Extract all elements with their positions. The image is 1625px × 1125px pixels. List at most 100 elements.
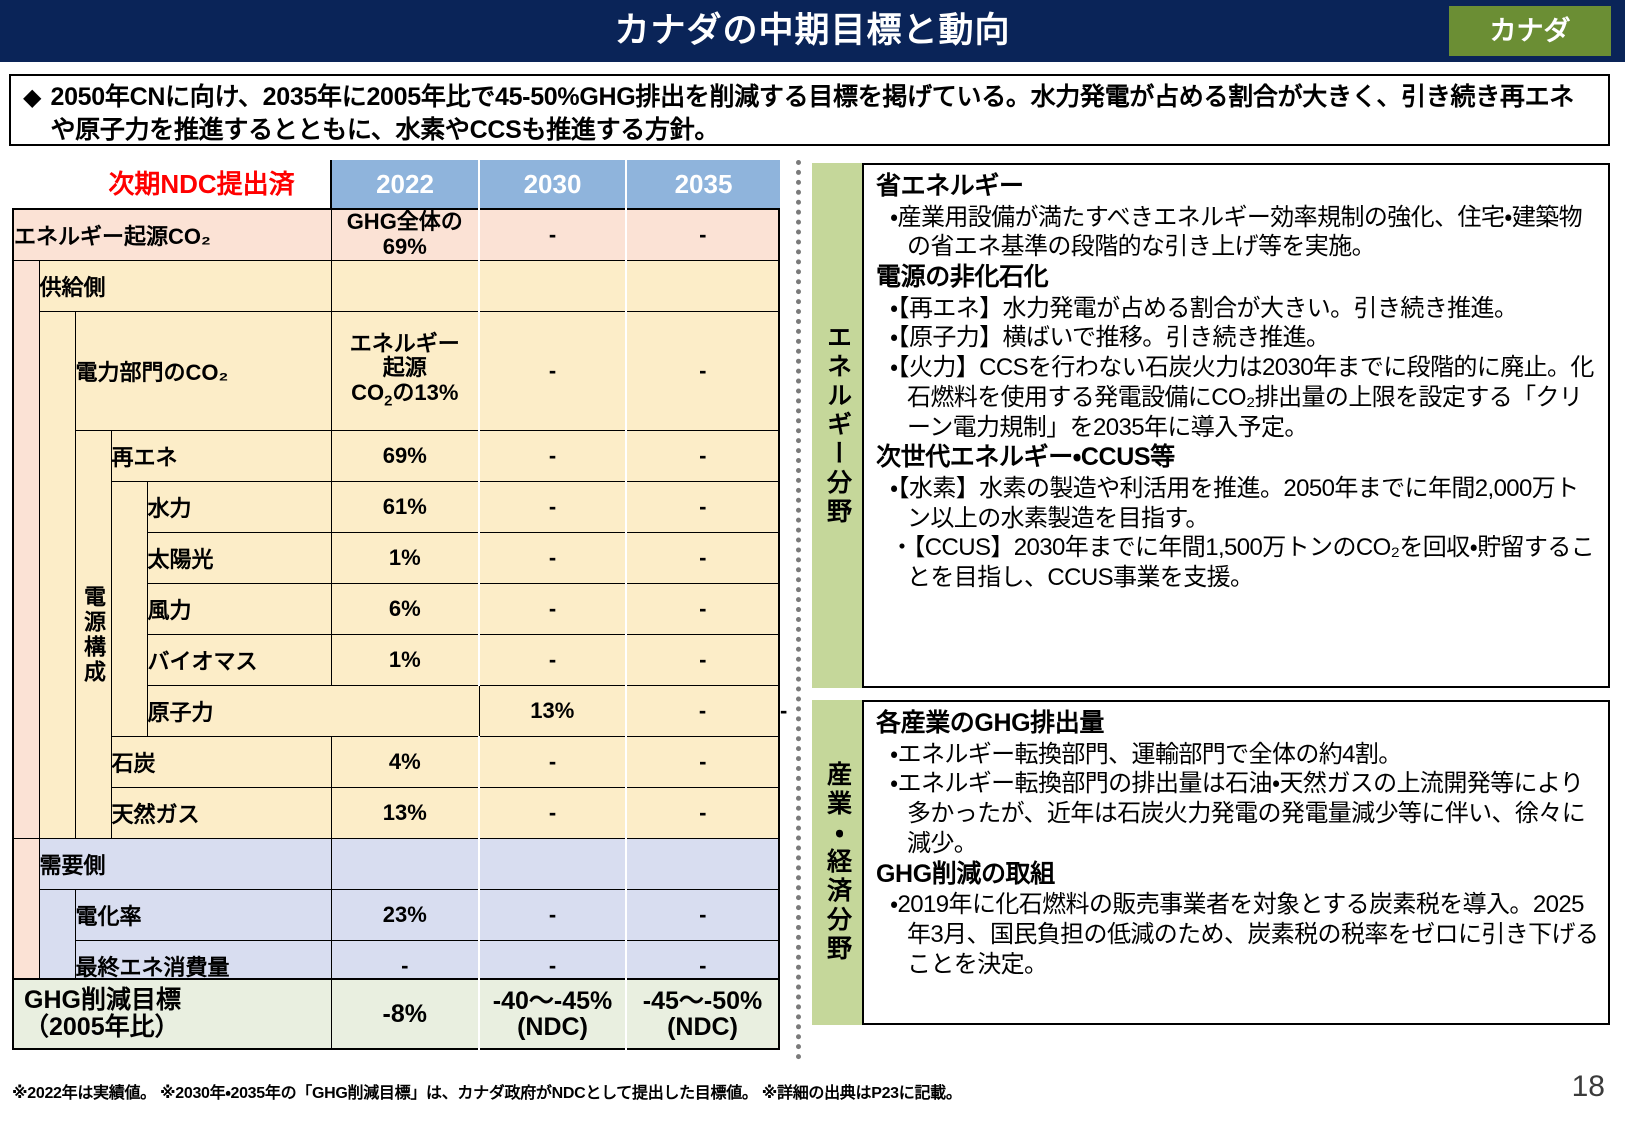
page-number: 18 <box>1571 1070 1605 1103</box>
table-row: 電力部門のCO₂ エネルギー 起源 CO2の13% - - <box>13 311 780 839</box>
indent-spacer <box>12 260 40 839</box>
table-row: 電源構成 再エネ 69% - - <box>13 430 780 839</box>
bullet-item: ・【水素】水素の製造や利活用を推進。2050年までに年間2,000万トン以上の水… <box>890 474 1579 532</box>
row-label-nuclear: 原子力 <box>146 685 480 737</box>
cell-2022: 6% <box>330 583 480 635</box>
panel-body-industry: 各産業のGHG排出量 ・エネルギー転換部門、運輸部門で全体の約4割。 ・エネルギ… <box>862 700 1610 1025</box>
vertical-group-label: 電源構成 <box>81 584 106 685</box>
indent-spacer <box>38 311 76 839</box>
ghg-target-label: GHG削減目標 （2005年比） <box>12 978 332 1050</box>
indent-spacer <box>38 889 76 993</box>
panel-tab-label: エネルギー分野 <box>823 324 852 527</box>
indent-spacer <box>12 838 40 993</box>
cell-2022: 69% <box>330 430 480 482</box>
column-header-2022: 2022 <box>330 160 478 208</box>
panel-tab-energy: エネルギー分野 <box>812 163 862 688</box>
ghg-cell-2022: -8% <box>330 978 480 1050</box>
row-label-coal: 石炭 <box>110 736 332 788</box>
cell-2035: - <box>625 736 780 788</box>
ghg-target-label-line2: （2005年比） <box>24 1013 180 1041</box>
row-label-energy-co2: エネルギー起源CO₂ <box>12 208 332 261</box>
cell-2035 <box>625 838 780 890</box>
row-label-supply-side: 供給側 <box>38 260 332 312</box>
table-row: 石炭 4% - - <box>13 736 780 788</box>
diamond-bullet-icon: ◆ <box>23 84 42 111</box>
cell-2035 <box>625 260 780 312</box>
block-heading-industry-ghg: 各産業のGHG排出量 <box>876 709 1104 737</box>
indent-spacer <box>110 481 148 737</box>
row-label-natural-gas: 天然ガス <box>110 787 332 839</box>
cell-2035: - <box>625 208 780 261</box>
cell-2030 <box>478 260 627 312</box>
bullet-item: ・エネルギー転換部門の排出量は石油・天然ガスの上流開発等により多かったが、近年は… <box>890 770 1586 857</box>
bullet-item: ・エネルギー転換部門、運輸部門で全体の約4割。 <box>890 740 1402 768</box>
block-heading-ghg-measures: GHG削減の取組 <box>876 859 1055 888</box>
row-label-demand-side: 需要側 <box>38 838 332 890</box>
cell-2035: - <box>625 311 780 431</box>
table-row: 水力 61% - - <box>13 481 780 737</box>
cell-2035: - <box>625 481 780 533</box>
row-label-biomass: バイオマス <box>146 634 332 686</box>
table-row: 原子力 13% - - <box>13 685 787 737</box>
table-row: 天然ガス 13% - - <box>13 787 780 839</box>
cell-2022: 13% <box>330 787 480 839</box>
table-row: 風力 6% - - <box>13 583 780 635</box>
row-label-solar: 太陽光 <box>146 532 332 584</box>
row-label-power-sector-co2: 電力部門のCO₂ <box>74 311 332 431</box>
cell-2022 <box>330 260 480 312</box>
row-label-renewables: 再エネ <box>110 430 332 482</box>
cell-2030: - <box>478 430 627 482</box>
cell-2035: - <box>625 634 780 686</box>
panel-energy-sector: エネルギー分野 省エネルギー ・産業用設備が満たすべきエネルギー効率規制の強化、… <box>812 163 1610 688</box>
cell-2022: 23% <box>330 889 480 941</box>
cell-2030: - <box>625 685 780 737</box>
panel-tab-industry: 産業・経済分野 <box>812 700 862 1025</box>
table-row: 電化率 23% - - <box>13 889 780 993</box>
cell-2030: - <box>478 583 627 635</box>
panel-industry-economy: 産業・経済分野 各産業のGHG排出量 ・エネルギー転換部門、運輸部門で全体の約4… <box>812 700 1610 1025</box>
page-title: カナダの中期目標と動向 <box>614 11 1011 50</box>
block-heading-energy-saving: 省エネルギー <box>876 172 1024 200</box>
column-header-2035: 2035 <box>625 160 780 208</box>
block-heading-next-gen-ccus: 次世代エネルギー・CCUS等 <box>876 443 1175 472</box>
cell-2030: - <box>478 736 627 788</box>
cell-2030: - <box>478 634 627 686</box>
panel-tab-label: 産業・経済分野 <box>823 761 852 964</box>
summary-text: 2050年CNに向け、2035年に2005年比で45-50%GHG排出を削減する… <box>50 83 1574 144</box>
column-header-2030: 2030 <box>478 160 625 208</box>
vertical-group-label-cell: 電源構成 <box>74 430 112 839</box>
cell-2035: - <box>625 787 780 839</box>
table-row: 需要側 <box>12 838 780 993</box>
summary-box: ◆ 2050年CNに向け、2035年に2005年比で45-50%GHG排出を削減… <box>9 74 1610 146</box>
bullet-item: ・【火力】CCSを行わない石炭火力は2030年までに段階的に廃止。化石燃料を使用… <box>890 354 1594 441</box>
cell-value: -40〜-45% (NDC) <box>492 986 613 1041</box>
country-badge: カナダ <box>1449 6 1611 56</box>
cell-2030: - <box>478 311 627 431</box>
cell-value: -45〜-50% (NDC) <box>642 986 763 1041</box>
cell-value: GHG全体の 69% <box>346 209 463 259</box>
cell-2022 <box>330 838 480 890</box>
footnote: ※2022年は実績値。 ※2030年・2035年の「GHG削減目標」は、カナダ政… <box>12 1085 962 1102</box>
cell-2030: - <box>478 889 627 941</box>
cell-2035: - <box>625 532 780 584</box>
row-label-hydro: 水力 <box>146 481 332 533</box>
vertical-dotted-divider <box>796 160 801 1060</box>
energy-indicator-table: エネルギー起源CO₂ GHG全体の 69% - - 供給側 電力部門のCO₂ エネ… <box>12 208 787 993</box>
cell-value: エネルギー 起源 CO2の13% <box>349 330 460 410</box>
ghg-target-label-line1: GHG削減目標 <box>24 986 181 1014</box>
cell-2022: エネルギー 起源 CO2の13% <box>330 311 480 431</box>
ghg-cell-2035: -45〜-50% (NDC) <box>625 978 780 1050</box>
cell-2030: - <box>478 208 627 261</box>
cell-2022: 1% <box>330 634 480 686</box>
bullet-item: ・【原子力】横ばいで推移。引き続き推進。 <box>890 324 1330 352</box>
title-bar: カナダの中期目標と動向 カナダ <box>0 0 1625 62</box>
cell-2030 <box>478 838 627 890</box>
bullet-item: ・2019年に化石燃料の販売事業者を対象とする炭素税を導入。2025年3月、国民… <box>890 891 1599 978</box>
table-row: エネルギー起源CO₂ GHG全体の 69% - - <box>12 208 780 261</box>
row-label-wind: 風力 <box>146 583 332 635</box>
panel-body-energy: 省エネルギー ・産業用設備が満たすべきエネルギー効率規制の強化、住宅・建築物の省… <box>862 163 1610 688</box>
table-row: 太陽光 1% - - <box>13 532 780 584</box>
table-row: バイオマス 1% - - <box>13 634 780 686</box>
table-row: 供給側 <box>12 260 780 839</box>
ghg-target-table: GHG削減目標 （2005年比） -8% -40〜-45% (NDC) -45〜-… <box>12 978 780 1050</box>
